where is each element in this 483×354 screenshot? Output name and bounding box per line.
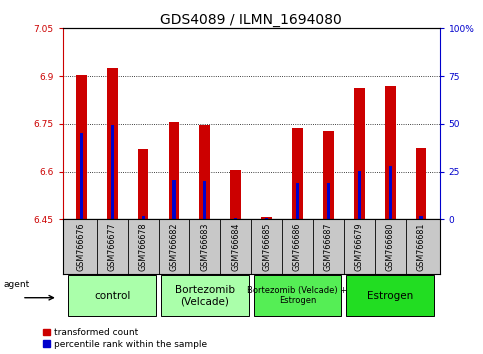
Text: GSM766676: GSM766676 (77, 222, 86, 271)
Bar (354, 88, 365, 219)
Bar (327, 183, 330, 219)
Bar (419, 216, 423, 219)
Text: GSM766677: GSM766677 (108, 222, 117, 271)
Bar (169, 122, 179, 219)
Text: Bortezomib (Velcade) +
Estrogen: Bortezomib (Velcade) + Estrogen (247, 286, 348, 305)
Bar (389, 166, 392, 219)
Bar (111, 125, 114, 219)
Bar (138, 149, 148, 219)
Text: Estrogen: Estrogen (367, 291, 413, 301)
Bar (254, 275, 341, 316)
Bar (358, 171, 361, 219)
Text: GSM766684: GSM766684 (231, 222, 240, 270)
Bar (203, 181, 206, 219)
Bar (265, 218, 268, 219)
Text: agent: agent (3, 280, 29, 290)
Bar (161, 275, 249, 316)
Text: Bortezomib
(Velcade): Bortezomib (Velcade) (175, 285, 235, 307)
Text: GSM766683: GSM766683 (200, 222, 209, 270)
Bar (107, 68, 117, 219)
Text: control: control (94, 291, 130, 301)
Legend: transformed count, percentile rank within the sample: transformed count, percentile rank withi… (43, 329, 207, 349)
Bar (234, 218, 237, 219)
Bar (199, 125, 210, 219)
Bar (323, 131, 334, 219)
Bar (261, 217, 272, 219)
Bar (292, 128, 303, 219)
Bar (346, 275, 434, 316)
Text: GSM766679: GSM766679 (355, 222, 364, 271)
Text: GSM766680: GSM766680 (385, 222, 395, 270)
Text: GSM766685: GSM766685 (262, 222, 271, 271)
Bar (69, 275, 156, 316)
Bar (385, 86, 396, 219)
Bar (142, 216, 144, 219)
Bar (172, 180, 175, 219)
Bar (80, 132, 83, 219)
Bar (76, 74, 87, 219)
Text: GSM766681: GSM766681 (416, 222, 426, 270)
Bar (415, 148, 426, 219)
Text: GSM766686: GSM766686 (293, 222, 302, 270)
Title: GDS4089 / ILMN_1694080: GDS4089 / ILMN_1694080 (160, 13, 342, 27)
Text: GSM766678: GSM766678 (139, 222, 148, 271)
Bar (230, 170, 241, 219)
Bar (296, 183, 299, 219)
Text: GSM766682: GSM766682 (170, 222, 178, 271)
Text: GSM766687: GSM766687 (324, 222, 333, 271)
